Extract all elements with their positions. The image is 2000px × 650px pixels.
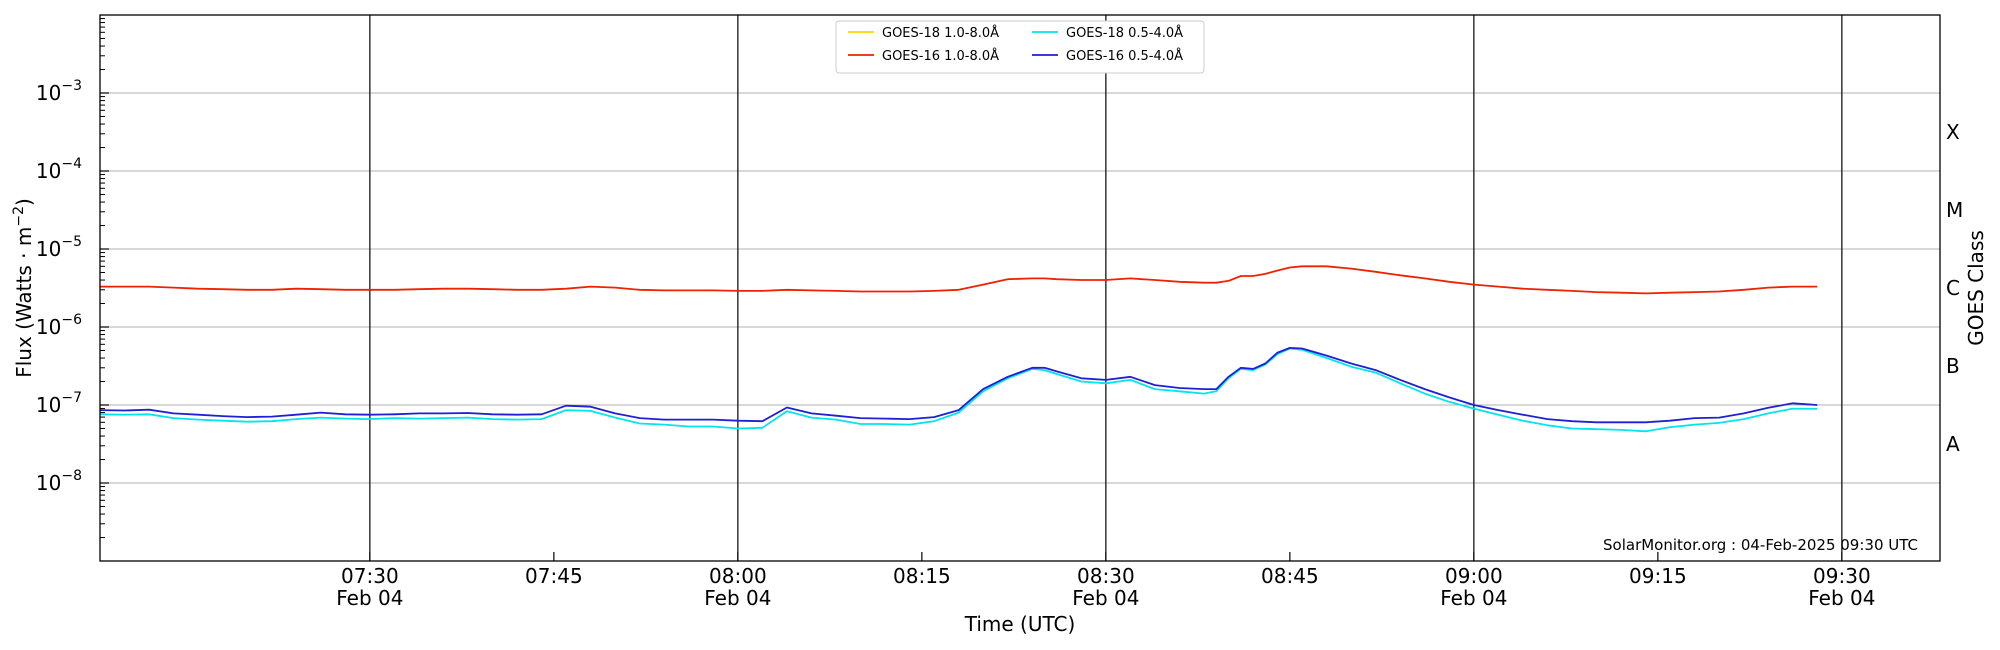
y-axis-label: Flux (Watts · m−2) — [11, 198, 36, 378]
x-tick-label: 08:15 — [893, 564, 951, 588]
legend-entry: GOES-16 0.5-4.0Å — [1066, 48, 1183, 64]
solarmonitor-annotation: SolarMonitor.org : 04-Feb-2025 09:30 UTC — [1603, 536, 1918, 554]
y-tick-label: 10−7 — [36, 390, 82, 417]
goes-class-label: C — [1946, 276, 1960, 300]
x-tick-label: 09:00 — [1445, 564, 1503, 588]
goes-class-label: B — [1946, 354, 1960, 378]
plot-frame — [99, 14, 1941, 562]
x-tick-label: 08:30 — [1077, 564, 1135, 588]
x-tick-date-label: Feb 04 — [1808, 586, 1875, 610]
legend-entry: GOES-18 1.0-8.0Å — [882, 25, 999, 41]
x-tick-label: 07:30 — [341, 564, 399, 588]
x-tick-label: 08:45 — [1261, 564, 1319, 588]
x-tick-label: 09:15 — [1629, 564, 1687, 588]
y-tick-label: 10−5 — [36, 234, 82, 261]
x-tick-date-label: Feb 04 — [1072, 586, 1139, 610]
x-tick-label: 07:45 — [525, 564, 583, 588]
goes-class-label: X — [1946, 120, 1960, 144]
goes-class-axis-label: GOES Class — [1964, 230, 1988, 346]
x-tick-label: 08:00 — [709, 564, 767, 588]
legend: GOES-18 1.0-8.0Å GOES-16 1.0-8.0Å GOES-18 … — [835, 20, 1205, 74]
goes-class-label: M — [1946, 198, 1963, 222]
goes-class-labels: A B C M X — [1946, 120, 1963, 456]
x-tick-label: 09:30 — [1813, 564, 1871, 588]
legend-box — [835, 20, 1205, 74]
series-line — [100, 265, 1818, 295]
series-line — [99, 346, 1818, 424]
x-tick-date-label: Feb 04 — [1440, 586, 1507, 610]
y-tick-label: 10−4 — [36, 156, 82, 183]
y-tick-label: 10−3 — [36, 78, 82, 105]
series-layer — [99, 265, 1818, 433]
legend-entry: GOES-16 1.0-8.0Å — [882, 48, 999, 64]
x-tick-date-label: Feb 04 — [704, 586, 771, 610]
y-tick-label: 10−6 — [36, 312, 82, 339]
goes-class-label: A — [1946, 432, 1960, 456]
legend-entry: GOES-18 0.5-4.0Å — [1066, 25, 1183, 41]
x-tick-date-label: Feb 04 — [336, 586, 403, 610]
grid-layer — [100, 92, 1940, 484]
y-tick-label: 10−8 — [36, 468, 82, 495]
x-axis-label: Time (UTC) — [964, 612, 1076, 636]
series-line — [99, 347, 1818, 433]
vertical-time-lines — [369, 15, 1843, 561]
